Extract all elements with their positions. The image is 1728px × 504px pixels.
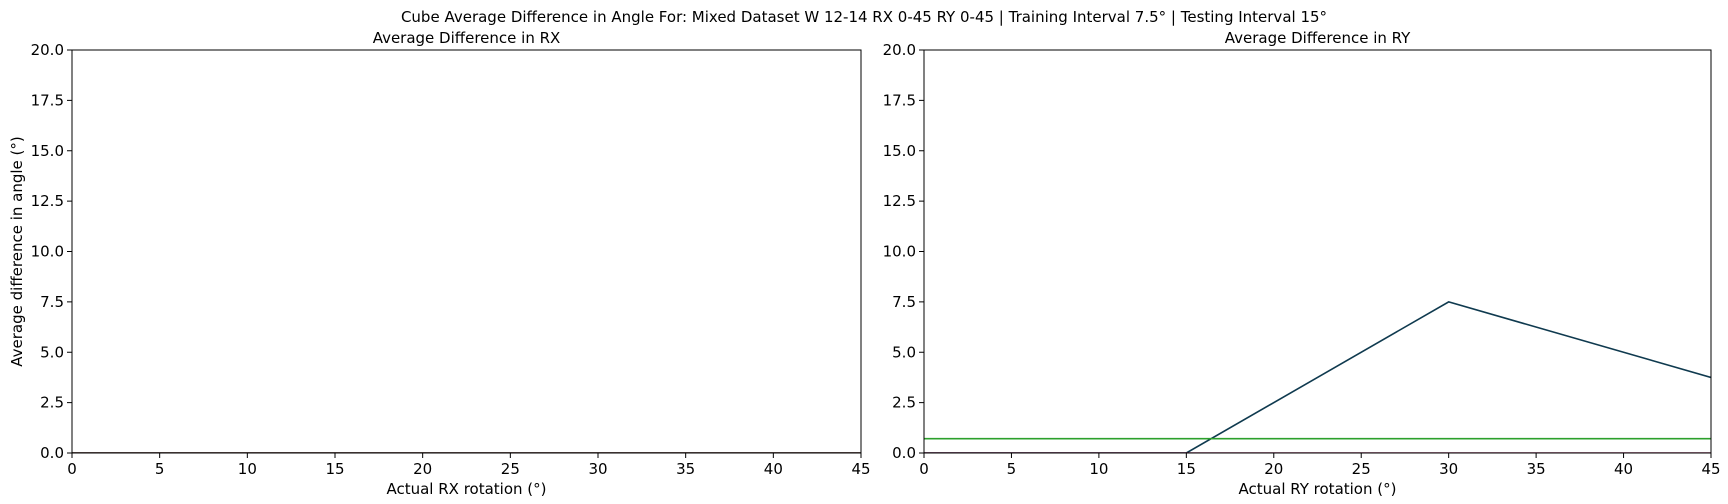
x-tick-label: 45 — [851, 460, 870, 478]
x-tick-label: 15 — [1177, 460, 1196, 478]
y-tick-label: 17.5 — [31, 91, 64, 109]
x-tick-label: 30 — [1439, 460, 1458, 478]
y-tick-label: 15.0 — [883, 142, 916, 160]
y-tick-label: 0.0 — [892, 444, 916, 462]
x-tick-label: 40 — [764, 460, 783, 478]
series-line-0 — [924, 301, 1711, 453]
y-tick-label: 2.5 — [892, 394, 916, 412]
x-tick-label: 0 — [919, 460, 929, 478]
x-tick-label: 20 — [1264, 460, 1283, 478]
x-axis-label: Actual RY rotation (°) — [1239, 480, 1397, 498]
y-tick-label: 17.5 — [883, 91, 916, 109]
x-tick-label: 45 — [1701, 460, 1720, 478]
x-tick-label: 10 — [238, 460, 257, 478]
x-tick-label: 25 — [501, 460, 520, 478]
y-tick-label: 5.0 — [892, 343, 916, 361]
x-tick-label: 35 — [676, 460, 695, 478]
chart-title: Average Difference in RX — [373, 29, 561, 47]
y-tick-label: 7.5 — [892, 293, 916, 311]
x-tick-label: 30 — [588, 460, 607, 478]
y-tick-label: 7.5 — [40, 293, 64, 311]
plot-frame — [923, 49, 1712, 454]
y-tick-label: 5.0 — [40, 343, 64, 361]
chart-ry-difference: 0 5 10 15 20 25 30 35 40 45 0.0 2.5 5.0 7.5 10.0 12.5 15… — [883, 29, 1721, 498]
x-tick-label: 40 — [1614, 460, 1633, 478]
chart-rx-difference: 0 5 10 15 20 25 30 35 40 45 0.0 2.5 5.0 7.5 10.0 12.5 15… — [8, 29, 871, 498]
x-axis-label: Actual RX rotation (°) — [386, 480, 546, 498]
y-tick-label: 15.0 — [31, 142, 64, 160]
x-tick-label: 0 — [67, 460, 77, 478]
plot-frame — [71, 49, 862, 454]
chart-title: Average Difference in RY — [1225, 29, 1411, 47]
y-tick-label: 20.0 — [31, 41, 64, 59]
y-tick-label: 2.5 — [40, 394, 64, 412]
x-tick-label: 35 — [1527, 460, 1546, 478]
x-tick-label: 25 — [1352, 460, 1371, 478]
x-tick-label: 5 — [1007, 460, 1017, 478]
y-tick-label: 20.0 — [883, 41, 916, 59]
y-tick-label: 10.0 — [31, 243, 64, 261]
y-tick-label: 0.0 — [40, 444, 64, 462]
x-tick-label: 5 — [155, 460, 165, 478]
x-tick-label: 20 — [413, 460, 432, 478]
y-tick-label: 12.5 — [883, 192, 916, 210]
y-tick-label: 12.5 — [31, 192, 64, 210]
figure-suptitle: Cube Average Difference in Angle For: Mi… — [401, 8, 1327, 26]
y-axis-label: Average difference in angle (°) — [8, 136, 26, 366]
y-tick-label: 10.0 — [883, 243, 916, 261]
x-tick-label: 15 — [325, 460, 344, 478]
x-tick-label: 10 — [1089, 460, 1108, 478]
